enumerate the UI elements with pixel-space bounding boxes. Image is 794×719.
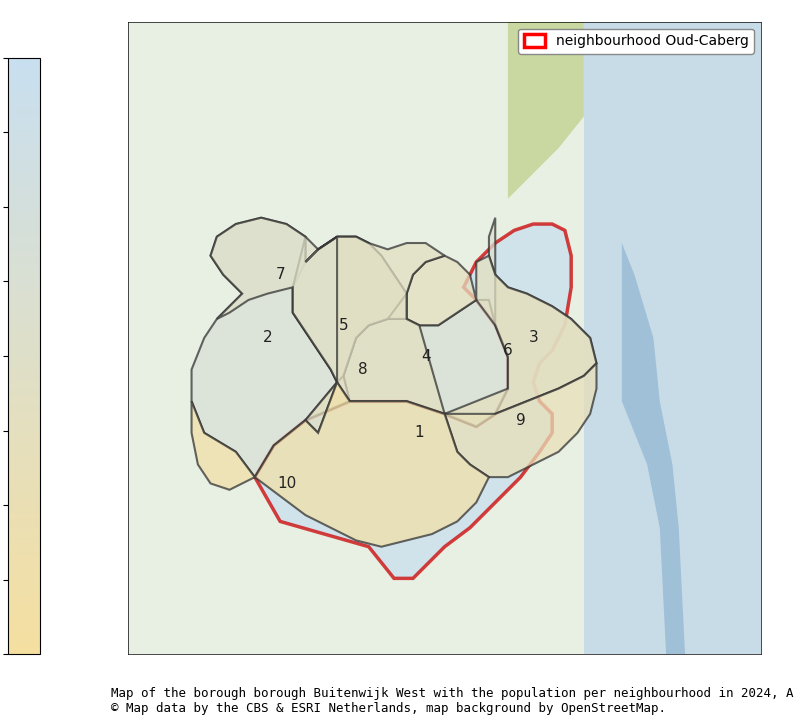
Polygon shape: [622, 243, 685, 654]
Text: 6: 6: [503, 343, 513, 358]
Polygon shape: [489, 218, 596, 414]
Polygon shape: [445, 363, 596, 477]
Polygon shape: [255, 224, 571, 578]
Text: 2: 2: [263, 331, 272, 345]
Text: Map of the borough borough Buitenwijk West with the population per neighbourhood: Map of the borough borough Buitenwijk We…: [111, 687, 794, 715]
Legend: neighbourhood Oud-Caberg: neighbourhood Oud-Caberg: [518, 29, 754, 54]
Text: 7: 7: [276, 267, 285, 282]
Polygon shape: [210, 218, 407, 383]
Polygon shape: [306, 237, 445, 433]
Text: 8: 8: [357, 362, 367, 377]
Text: 9: 9: [515, 413, 526, 428]
Polygon shape: [191, 218, 349, 477]
Polygon shape: [343, 300, 508, 426]
FancyBboxPatch shape: [584, 22, 761, 654]
Text: 5: 5: [338, 318, 349, 333]
Text: 4: 4: [421, 349, 430, 365]
Polygon shape: [508, 22, 584, 198]
Text: 1: 1: [414, 426, 424, 440]
Text: 3: 3: [528, 331, 538, 345]
Polygon shape: [191, 383, 489, 546]
Text: 10: 10: [277, 476, 296, 491]
Polygon shape: [293, 237, 407, 420]
Polygon shape: [407, 256, 596, 426]
